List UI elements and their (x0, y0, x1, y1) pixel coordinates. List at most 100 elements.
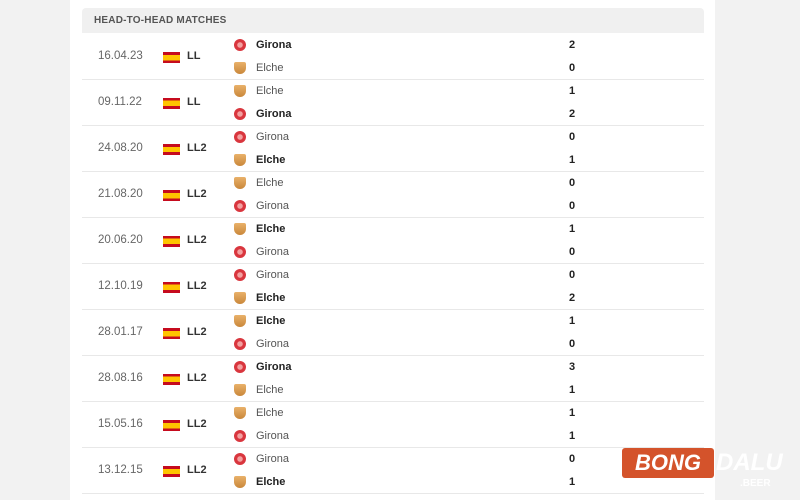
watermark-logo: BONG (622, 448, 714, 478)
elche-crest-icon (234, 384, 246, 396)
girona-crest-icon (234, 453, 246, 465)
competition: LL2 (187, 418, 207, 430)
girona-crest-icon (234, 430, 246, 442)
team-line: Elche 2 (232, 287, 632, 309)
competition: LL2 (187, 280, 207, 292)
team-line: Girona 1 (232, 425, 632, 447)
match-row[interactable]: 09.11.22 LL Elche 1 Girona 2 (82, 80, 704, 126)
match-row[interactable]: 28.01.17 LL2 Elche 1 Girona 0 (82, 310, 704, 356)
team-name: Girona (256, 269, 290, 281)
team-name: Elche (256, 292, 286, 304)
spain-flag-icon (163, 328, 180, 339)
elche-crest-icon (234, 85, 246, 97)
competition: LL2 (187, 464, 207, 476)
match-date: 12.10.19 (98, 280, 143, 292)
team-name: Girona (256, 246, 290, 258)
girona-crest-icon (234, 39, 246, 51)
match-date: 21.08.20 (98, 188, 143, 200)
competition: LL2 (187, 326, 207, 338)
match-date: 28.01.17 (98, 326, 143, 338)
team-score: 1 (568, 407, 576, 419)
spain-flag-icon (163, 374, 180, 385)
girona-crest-icon (234, 200, 246, 212)
team-name: Girona (256, 39, 292, 51)
watermark-logo-domain: .BEER (740, 478, 771, 489)
team-score: 1 (568, 315, 576, 327)
match-row[interactable]: 13.12.15 LL2 Girona 0 Elche 1 (82, 448, 704, 494)
match-row[interactable]: 28.08.16 LL2 Girona 3 Elche 1 (82, 356, 704, 402)
elche-crest-icon (234, 476, 246, 488)
elche-crest-icon (234, 223, 246, 235)
team-line: Girona 0 (232, 448, 632, 470)
team-name: Girona (256, 200, 290, 212)
team-name: Elche (256, 177, 284, 189)
team-line: Elche 1 (232, 218, 632, 240)
match-date: 28.08.16 (98, 372, 143, 384)
competition: LL2 (187, 188, 207, 200)
match-list: 16.04.23 LL Girona 2 Elche 0 09.11.22 LL… (82, 34, 704, 494)
team-score: 2 (568, 108, 576, 120)
spain-flag-icon (163, 52, 180, 63)
competition: LL (187, 50, 201, 62)
team-name: Elche (256, 85, 284, 97)
match-row[interactable]: 24.08.20 LL2 Girona 0 Elche 1 (82, 126, 704, 172)
competition: LL2 (187, 142, 207, 154)
team-score: 1 (568, 430, 576, 442)
elche-crest-icon (234, 62, 246, 74)
team-line: Girona 0 (232, 195, 632, 217)
spain-flag-icon (163, 98, 180, 109)
competition: LL (187, 96, 201, 108)
team-score: 0 (568, 269, 576, 281)
team-line: Girona 0 (232, 264, 632, 286)
match-date: 24.08.20 (98, 142, 143, 154)
girona-crest-icon (234, 361, 246, 373)
team-score: 1 (568, 384, 576, 396)
team-score: 2 (568, 292, 576, 304)
match-row[interactable]: 12.10.19 LL2 Girona 0 Elche 2 (82, 264, 704, 310)
match-date: 09.11.22 (98, 96, 142, 108)
girona-crest-icon (234, 246, 246, 258)
spain-flag-icon (163, 282, 180, 293)
team-name: Elche (256, 384, 284, 396)
spain-flag-icon (163, 236, 180, 247)
team-line: Girona 2 (232, 34, 632, 56)
elche-crest-icon (234, 292, 246, 304)
match-row[interactable]: 15.05.16 LL2 Elche 1 Girona 1 (82, 402, 704, 448)
girona-crest-icon (234, 269, 246, 281)
girona-crest-icon (234, 131, 246, 143)
match-date: 15.05.16 (98, 418, 143, 430)
team-score: 0 (568, 453, 576, 465)
watermark-logo-text: DALU (716, 449, 783, 476)
team-line: Elche 1 (232, 379, 632, 401)
elche-crest-icon (234, 177, 246, 189)
team-score: 1 (568, 223, 576, 235)
match-row[interactable]: 20.06.20 LL2 Elche 1 Girona 0 (82, 218, 704, 264)
match-row[interactable]: 21.08.20 LL2 Elche 0 Girona 0 (82, 172, 704, 218)
team-name: Girona (256, 108, 292, 120)
spain-flag-icon (163, 190, 180, 201)
team-score: 1 (568, 154, 576, 166)
team-name: Elche (256, 315, 286, 327)
team-score: 0 (568, 62, 576, 74)
team-line: Girona 3 (232, 356, 632, 378)
team-name: Girona (256, 131, 290, 143)
spain-flag-icon (163, 420, 180, 431)
team-line: Elche 0 (232, 172, 632, 194)
match-row[interactable]: 16.04.23 LL Girona 2 Elche 0 (82, 34, 704, 80)
team-line: Elche 1 (232, 80, 632, 102)
team-score: 0 (568, 338, 576, 350)
team-line: Elche 1 (232, 402, 632, 424)
team-name: Elche (256, 476, 286, 488)
team-line: Girona 0 (232, 241, 632, 263)
spain-flag-icon (163, 144, 180, 155)
match-date: 13.12.15 (98, 464, 143, 476)
match-date: 20.06.20 (98, 234, 143, 246)
team-line: Girona 0 (232, 126, 632, 148)
team-score: 2 (568, 39, 576, 51)
team-line: Elche 1 (232, 149, 632, 171)
head-to-head-card: HEAD-TO-HEAD MATCHES 16.04.23 LL Girona … (70, 0, 715, 500)
team-score: 1 (568, 476, 576, 488)
section-title: HEAD-TO-HEAD MATCHES (82, 8, 704, 33)
team-score: 0 (568, 200, 576, 212)
team-name: Elche (256, 223, 286, 235)
